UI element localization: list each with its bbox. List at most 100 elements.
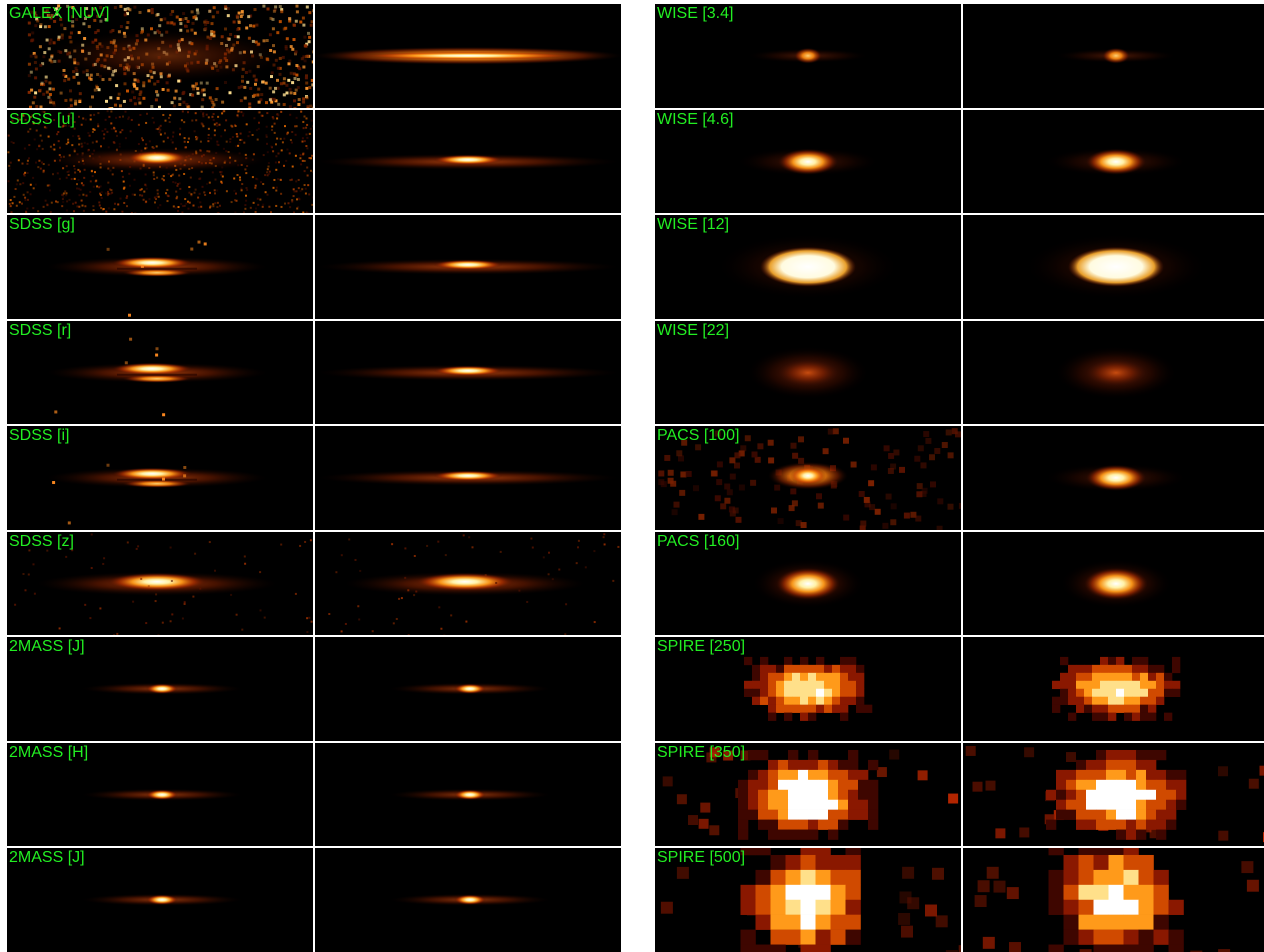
model-galaxy-image <box>963 321 1264 425</box>
observed-image-panel: SDSS [z] <box>7 532 313 636</box>
galaxy-emission <box>107 572 207 590</box>
band-label: WISE [22] <box>657 322 729 340</box>
observed-image-panel: 2MASS [J] <box>7 637 313 741</box>
model-image-panel <box>315 848 621 952</box>
galaxy-emission <box>1102 48 1130 64</box>
galaxy-emission <box>112 257 192 269</box>
observed-image-panel: SDSS [i] <box>7 426 313 530</box>
band-label: SDSS [i] <box>9 427 69 445</box>
observed-image-panel: WISE [3.4] <box>655 4 961 108</box>
galaxy-emission <box>433 260 503 270</box>
model-image-panel <box>315 4 621 108</box>
band-label: WISE [3.4] <box>657 5 733 23</box>
galaxy-emission <box>776 358 840 386</box>
model-galaxy-image <box>315 4 621 108</box>
galaxy-emission <box>1086 148 1146 174</box>
band-label: GALEX [NUV] <box>9 5 109 23</box>
band-label: 2MASS [J] <box>9 638 85 656</box>
model-image-panel <box>963 321 1264 425</box>
galaxy-emission <box>790 467 826 485</box>
galaxy-emission <box>146 684 178 694</box>
galaxy-emission <box>1084 358 1148 386</box>
galaxy-emission <box>146 895 178 905</box>
galaxy-emission <box>415 572 515 590</box>
model-galaxy-image <box>963 4 1264 108</box>
model-galaxy-image <box>963 637 1264 741</box>
galaxy-emission <box>454 789 486 799</box>
model-galaxy-image <box>315 321 621 425</box>
model-galaxy-image <box>963 532 1264 636</box>
model-image-panel <box>315 743 621 847</box>
galaxy-emission <box>778 148 838 174</box>
model-galaxy-image <box>315 215 621 319</box>
observed-image-panel: SPIRE [350] <box>655 743 961 847</box>
galaxy-emission <box>454 684 486 694</box>
galaxy-emission <box>1086 465 1146 491</box>
model-galaxy-image <box>963 848 1264 952</box>
galaxy-emission <box>454 895 486 905</box>
galaxy-emission <box>146 789 178 799</box>
galaxy-emission <box>1084 567 1148 599</box>
band-label: SDSS [r] <box>9 322 71 340</box>
band-label: SPIRE [350] <box>657 744 745 762</box>
observed-image-panel: WISE [12] <box>655 215 961 319</box>
band-label: PACS [160] <box>657 533 739 551</box>
galaxy-emission <box>112 362 192 374</box>
observed-image-panel: SDSS [g] <box>7 215 313 319</box>
observed-image-panel: 2MASS [J] <box>7 848 313 952</box>
galaxy-emission <box>358 52 578 60</box>
galaxy-emission <box>122 374 192 382</box>
band-label: SPIRE [250] <box>657 638 745 656</box>
model-galaxy-image <box>963 110 1264 214</box>
band-label: SDSS [z] <box>9 533 74 551</box>
observed-image-panel: SDSS [r] <box>7 321 313 425</box>
model-galaxy-image <box>315 426 621 530</box>
model-galaxy-image <box>315 532 621 636</box>
observed-image-panel: 2MASS [H] <box>7 743 313 847</box>
band-label: SDSS [u] <box>9 111 75 129</box>
galaxy-emission <box>776 567 840 599</box>
band-label: WISE [4.6] <box>657 111 733 129</box>
model-galaxy-image <box>315 848 621 952</box>
model-galaxy-image <box>315 110 621 214</box>
observed-image-panel: SPIRE [500] <box>655 848 961 952</box>
model-galaxy-image <box>315 637 621 741</box>
band-label: SDSS [g] <box>9 216 75 234</box>
model-galaxy-image <box>963 426 1264 530</box>
band-label: PACS [100] <box>657 427 739 445</box>
model-image-panel <box>315 321 621 425</box>
galaxy-emission <box>794 48 822 64</box>
model-galaxy-image <box>963 743 1264 847</box>
observed-image-panel: PACS [100] <box>655 426 961 530</box>
galaxy-emission <box>433 471 503 481</box>
band-label: SPIRE [500] <box>657 849 745 867</box>
observed-image-panel: GALEX [NUV] <box>7 4 313 108</box>
galaxy-emission <box>1068 247 1164 287</box>
galaxy-emission <box>47 30 287 82</box>
model-image-panel <box>963 743 1264 847</box>
model-image-panel <box>963 4 1264 108</box>
model-image-panel <box>315 215 621 319</box>
model-image-panel <box>963 110 1264 214</box>
model-image-panel <box>963 848 1264 952</box>
optical-nir-panel-grid: GALEX [NUV] SDSS [u] SDSS [g] SDSS [r] SDSS … <box>7 4 621 952</box>
band-label: 2MASS [J] <box>9 849 85 867</box>
observed-image-panel: WISE [4.6] <box>655 110 961 214</box>
model-galaxy-image <box>315 743 621 847</box>
observed-image-panel: PACS [160] <box>655 532 961 636</box>
model-image-panel <box>963 426 1264 530</box>
model-image-panel <box>315 110 621 214</box>
model-image-panel <box>315 426 621 530</box>
galaxy-emission <box>760 247 856 287</box>
model-image-panel <box>315 637 621 741</box>
observed-image-panel: SPIRE [250] <box>655 637 961 741</box>
galaxy-emission <box>127 150 187 164</box>
galaxy-emission <box>112 468 192 480</box>
band-label: 2MASS [H] <box>9 744 88 762</box>
observed-image-panel: WISE [22] <box>655 321 961 425</box>
galaxy-emission <box>433 365 503 375</box>
band-label: WISE [12] <box>657 216 729 234</box>
galaxy-emission <box>122 269 192 277</box>
model-image-panel <box>963 215 1264 319</box>
mir-fir-panel-grid: WISE [3.4] WISE [4.6] WISE [12] WISE [22] PA… <box>655 4 1264 952</box>
